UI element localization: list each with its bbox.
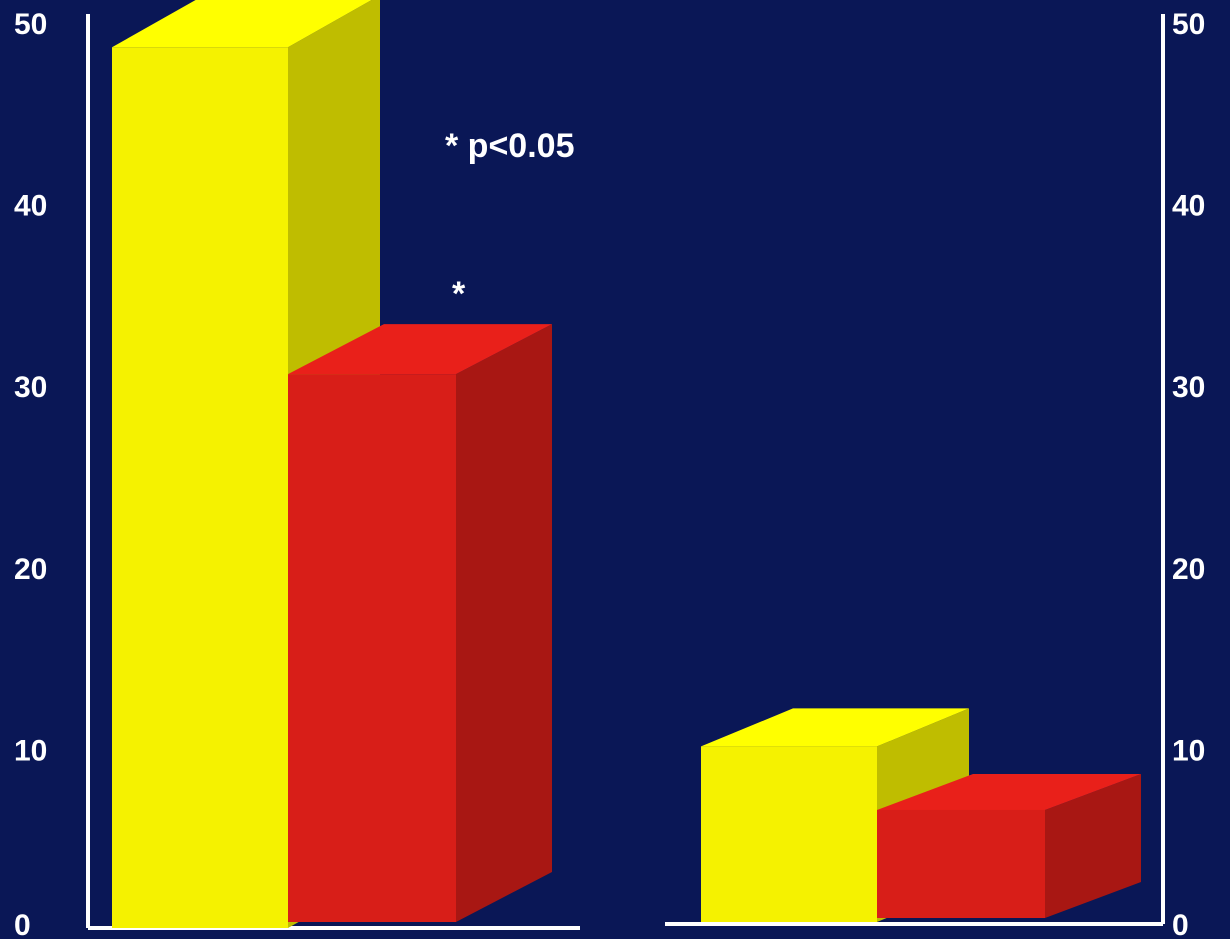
- right-tick-label-10: 10: [1172, 734, 1205, 767]
- bar-top-face: [701, 708, 969, 747]
- right-tick-label-50: 50: [1172, 8, 1205, 41]
- significance-legend-text: * p<0.05: [445, 127, 574, 165]
- bar-side-face: [1045, 773, 1141, 918]
- left-tick-label-50: 50: [14, 8, 47, 41]
- left-tick-labels: 0 10 20 30 40 50: [14, 8, 47, 939]
- bar-front-face: [877, 809, 1045, 918]
- bar-top-face: [877, 773, 1141, 810]
- bar-front-face: [288, 374, 456, 922]
- right-tick-label-30: 30: [1172, 371, 1205, 404]
- right-tick-label-40: 40: [1172, 190, 1205, 223]
- bar-group2-2: [877, 773, 1141, 918]
- bar-front-face: [701, 746, 877, 922]
- right-tick-label-20: 20: [1172, 553, 1205, 586]
- bar-front-face: [112, 47, 288, 929]
- left-tick-label-10: 10: [14, 734, 47, 767]
- right-tick-label-0: 0: [1172, 909, 1189, 939]
- left-tick-label-20: 20: [14, 553, 47, 586]
- left-tick-label-30: 30: [14, 371, 47, 404]
- bar-top-face: [288, 324, 552, 375]
- left-tick-label-0: 0: [14, 909, 31, 939]
- significance-marker: *: [452, 275, 466, 313]
- bar-group1-1: [112, 0, 380, 929]
- bar-top-face: [112, 0, 372, 48]
- bar-side-face: [456, 324, 552, 922]
- bar-group1-2: [288, 324, 552, 922]
- right-tick-labels: 0 10 20 30 40 50: [1172, 8, 1205, 939]
- bars: [112, 0, 1141, 929]
- left-tick-label-40: 40: [14, 190, 47, 223]
